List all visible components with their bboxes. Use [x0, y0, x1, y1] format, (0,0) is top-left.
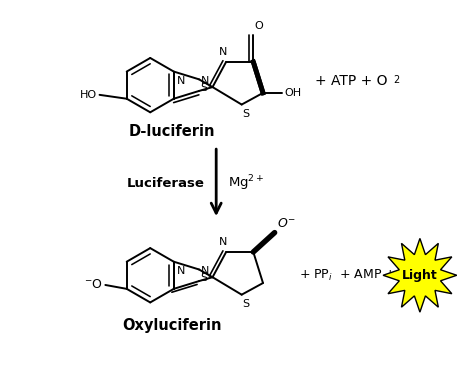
Text: HO: HO	[80, 90, 97, 100]
Text: Mg$^{2+}$: Mg$^{2+}$	[228, 173, 264, 193]
Text: 2: 2	[394, 75, 400, 85]
Text: S: S	[243, 299, 250, 309]
Text: O: O	[254, 21, 263, 31]
Text: S: S	[200, 273, 207, 283]
Text: Oxyluciferin: Oxyluciferin	[122, 318, 221, 333]
Text: N: N	[177, 266, 185, 276]
Text: Luciferase: Luciferase	[127, 177, 205, 190]
Text: Light: Light	[402, 269, 438, 282]
Polygon shape	[383, 238, 457, 312]
Text: S: S	[200, 83, 207, 93]
Text: N: N	[177, 76, 185, 86]
Text: + PP$_i$  + AMP + CO$_2$ +: + PP$_i$ + AMP + CO$_2$ +	[299, 268, 438, 283]
Text: N: N	[201, 76, 210, 86]
Text: N: N	[219, 47, 228, 57]
Text: D-luciferin: D-luciferin	[128, 124, 215, 139]
Text: N: N	[201, 266, 210, 276]
Text: $^{-}$O: $^{-}$O	[83, 279, 102, 291]
Text: S: S	[243, 109, 250, 119]
Text: OH: OH	[284, 88, 301, 98]
Text: $O^{-}$: $O^{-}$	[277, 217, 296, 230]
Text: + ATP + O: + ATP + O	[315, 74, 388, 88]
Text: N: N	[219, 237, 228, 247]
